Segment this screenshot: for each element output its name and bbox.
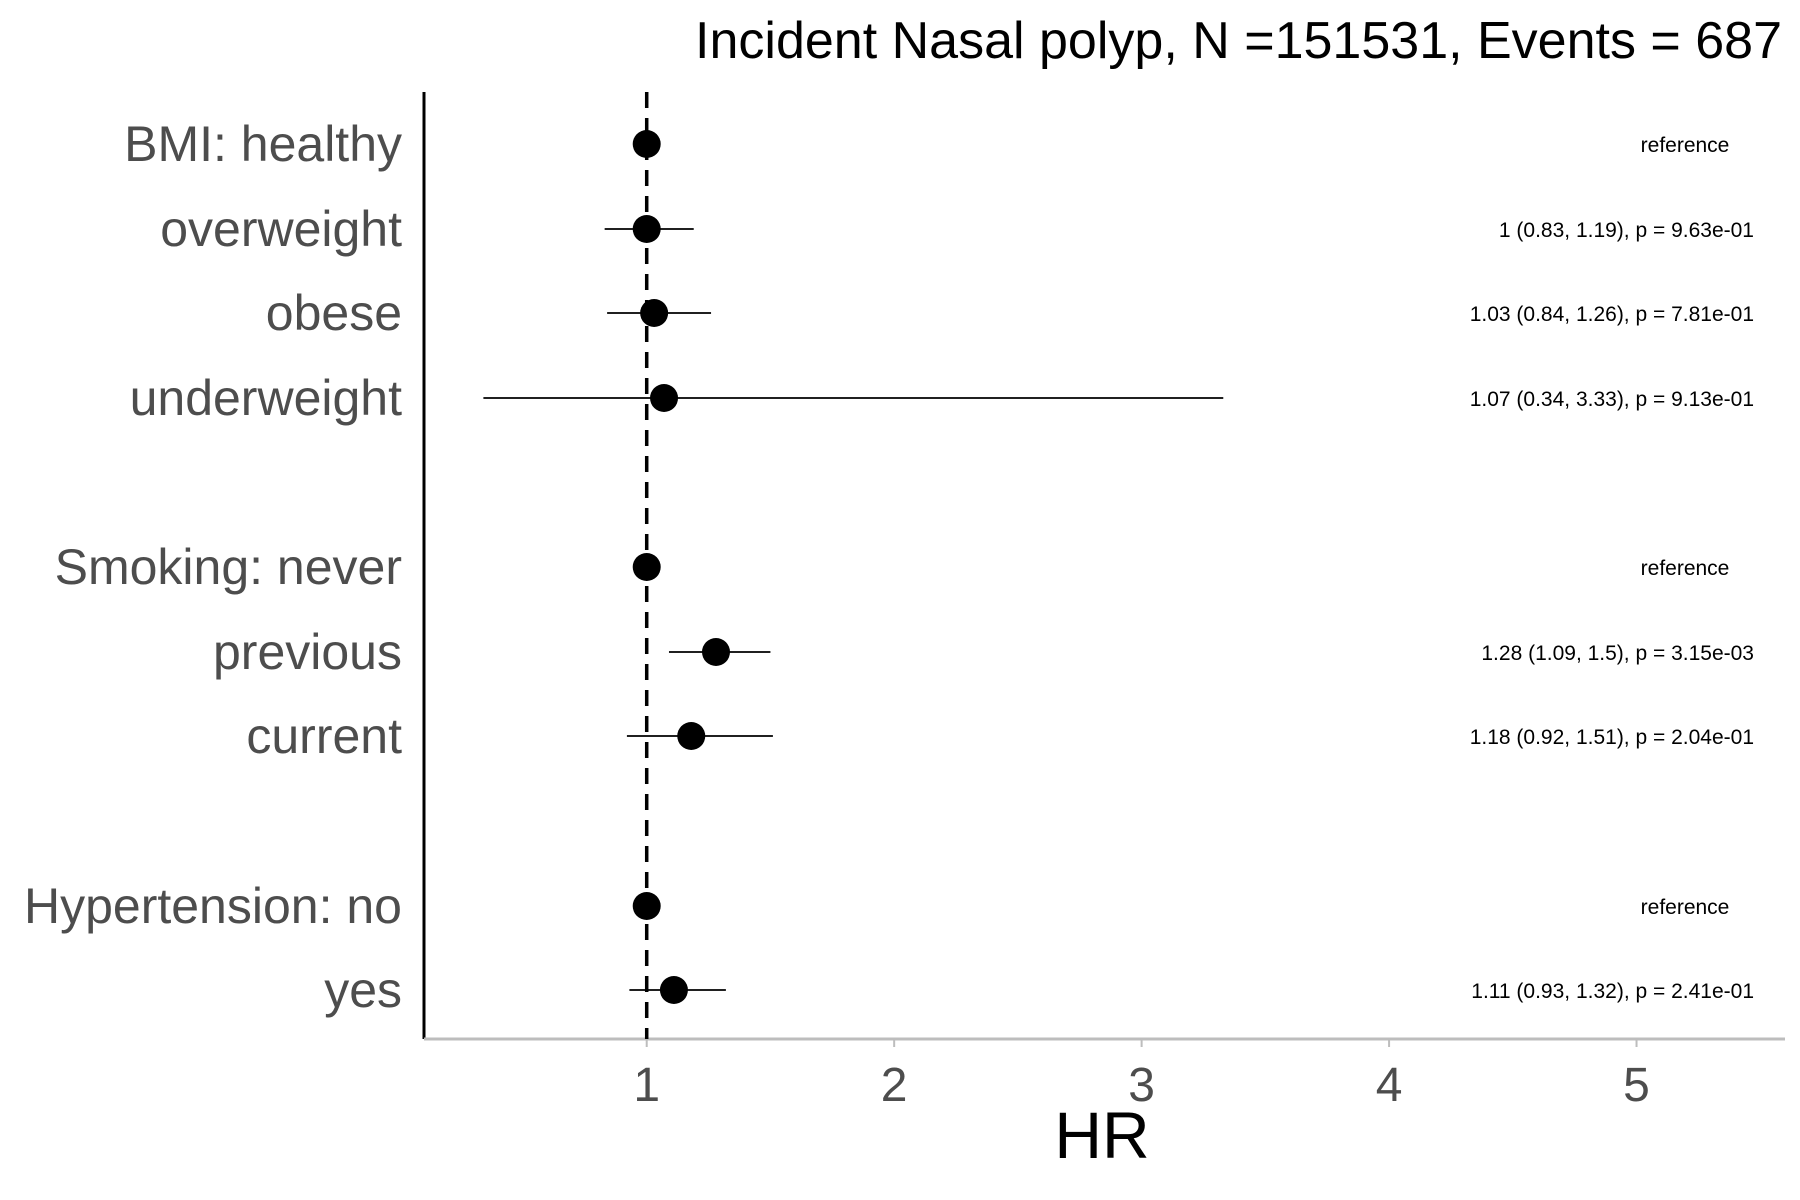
row-annotation: 1.28 (1.09, 1.5), p = 3.15e-03 xyxy=(1481,642,1754,665)
x-tick-label: 5 xyxy=(1623,1059,1650,1112)
row-annotation: 1.03 (0.84, 1.26), p = 7.81e-01 xyxy=(1470,303,1754,326)
x-axis-title: HR xyxy=(1054,1098,1149,1172)
row-label: BMI: healthy xyxy=(124,116,402,172)
hr-point xyxy=(701,638,730,666)
row-annotation: 1.11 (0.93, 1.32), p = 2.41e-01 xyxy=(1471,980,1754,1003)
row-annotation: reference xyxy=(1641,134,1730,157)
hr-point xyxy=(659,976,688,1004)
hr-point xyxy=(632,553,661,581)
chart-title: Incident Nasal polyp, N =151531, Events … xyxy=(695,12,1782,70)
x-tick-label: 4 xyxy=(1376,1059,1403,1112)
hr-point xyxy=(632,215,661,243)
row-annotation: reference xyxy=(1641,896,1730,919)
hr-point xyxy=(632,892,661,920)
row-label: previous xyxy=(213,624,402,680)
x-tick-label: 3 xyxy=(1128,1059,1155,1112)
row-annotation: 1.18 (0.92, 1.51), p = 2.04e-01 xyxy=(1470,726,1754,749)
hr-point xyxy=(650,384,679,412)
x-tick-label: 1 xyxy=(633,1059,660,1112)
row-label: obese xyxy=(266,285,402,341)
row-annotation: 1.07 (0.34, 3.33), p = 9.13e-01 xyxy=(1470,388,1754,411)
row-label: overweight xyxy=(160,201,402,257)
hr-point xyxy=(632,130,661,158)
row-label: Hypertension: no xyxy=(24,878,402,934)
hr-point xyxy=(677,722,706,750)
row-annotation: reference xyxy=(1641,557,1730,580)
row-label: current xyxy=(246,708,402,764)
hr-point xyxy=(640,299,669,327)
row-annotation: 1 (0.83, 1.19), p = 9.63e-01 xyxy=(1499,219,1754,242)
row-label: yes xyxy=(324,962,402,1018)
row-label: Smoking: never xyxy=(55,539,402,595)
row-label: underweight xyxy=(130,370,403,426)
plot-area: 1 2 3 4 5 BMI: healthy reference overweight 1 (0… xyxy=(24,92,1785,1112)
x-tick-label: 2 xyxy=(881,1059,908,1112)
